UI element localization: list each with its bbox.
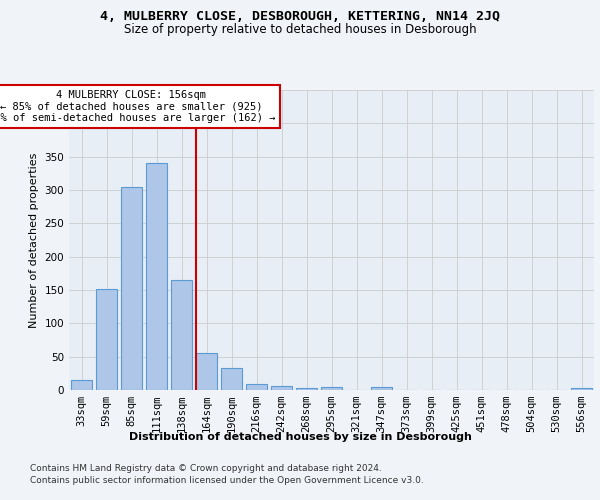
Bar <box>296 388 317 390</box>
Text: Size of property relative to detached houses in Desborough: Size of property relative to detached ho… <box>124 22 476 36</box>
Bar <box>221 368 242 390</box>
Text: Contains HM Land Registry data © Crown copyright and database right 2024.: Contains HM Land Registry data © Crown c… <box>30 464 382 473</box>
Text: 4 MULBERRY CLOSE: 156sqm
← 85% of detached houses are smaller (925)
15% of semi-: 4 MULBERRY CLOSE: 156sqm ← 85% of detach… <box>0 90 275 124</box>
Bar <box>246 384 267 390</box>
Bar <box>146 164 167 390</box>
Text: 4, MULBERRY CLOSE, DESBOROUGH, KETTERING, NN14 2JQ: 4, MULBERRY CLOSE, DESBOROUGH, KETTERING… <box>100 10 500 23</box>
Text: Distribution of detached houses by size in Desborough: Distribution of detached houses by size … <box>128 432 472 442</box>
Bar <box>121 186 142 390</box>
Bar <box>371 388 392 390</box>
Bar <box>171 280 192 390</box>
Bar <box>71 380 92 390</box>
Bar <box>571 388 592 390</box>
Y-axis label: Number of detached properties: Number of detached properties <box>29 152 39 328</box>
Bar <box>96 288 117 390</box>
Bar <box>321 388 342 390</box>
Bar <box>196 354 217 390</box>
Text: Contains public sector information licensed under the Open Government Licence v3: Contains public sector information licen… <box>30 476 424 485</box>
Bar <box>271 386 292 390</box>
